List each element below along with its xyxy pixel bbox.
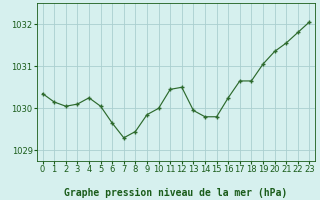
- Text: Graphe pression niveau de la mer (hPa): Graphe pression niveau de la mer (hPa): [64, 188, 288, 198]
